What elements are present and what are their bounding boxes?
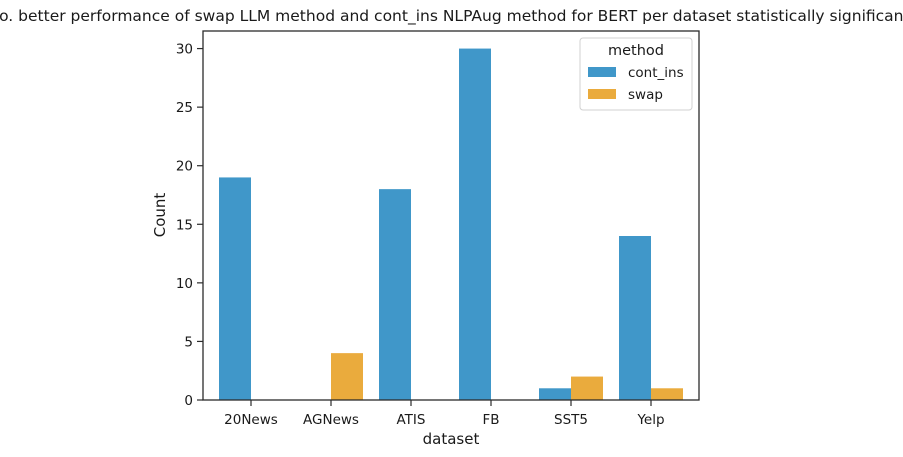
bar-cont-ins-20news <box>219 177 251 400</box>
legend-label-cont-ins: cont_ins <box>628 65 684 81</box>
bar-cont-ins-sst5 <box>539 388 571 400</box>
y-tick-label-25: 25 <box>176 100 193 116</box>
x-tick-label-yelp: Yelp <box>636 412 664 428</box>
bar-swap-agnews <box>331 353 363 400</box>
chart-title: No. better performance of swap LLM metho… <box>0 7 903 26</box>
x-tick-label-20news: 20News <box>224 412 278 428</box>
y-tick-label-15: 15 <box>176 217 193 233</box>
y-tick-label-20: 20 <box>176 159 193 175</box>
x-tick-label-atis: ATIS <box>397 412 426 428</box>
legend-swatch-swap <box>588 89 616 99</box>
x-tick-label-fb: FB <box>482 412 499 428</box>
x-axis-label: dataset <box>423 430 480 448</box>
plot-area <box>219 48 683 400</box>
y-axis-label: Count <box>151 193 169 238</box>
legend-title: method <box>608 43 664 59</box>
y-tick-label-30: 30 <box>176 42 193 58</box>
bar-cont-ins-atis <box>379 189 411 400</box>
bar-swap-sst5 <box>571 376 603 400</box>
y-axis: 0 5 10 15 20 25 30 <box>176 42 203 409</box>
y-tick-label-10: 10 <box>176 276 193 292</box>
x-tick-label-agnews: AGNews <box>303 412 359 428</box>
bar-cont-ins-fb <box>459 48 491 400</box>
y-tick-label-0: 0 <box>184 393 193 409</box>
plot-frame <box>202 30 700 401</box>
bar-cont-ins-yelp <box>619 236 651 400</box>
x-axis: 20News AGNews ATIS FB SST5 Yelp <box>224 400 665 428</box>
x-tick-label-sst5: SST5 <box>554 412 588 428</box>
bar-swap-yelp <box>651 388 683 400</box>
y-tick-label-5: 5 <box>184 334 193 350</box>
legend-swatch-cont-ins <box>588 67 616 77</box>
legend-label-swap: swap <box>628 87 663 103</box>
